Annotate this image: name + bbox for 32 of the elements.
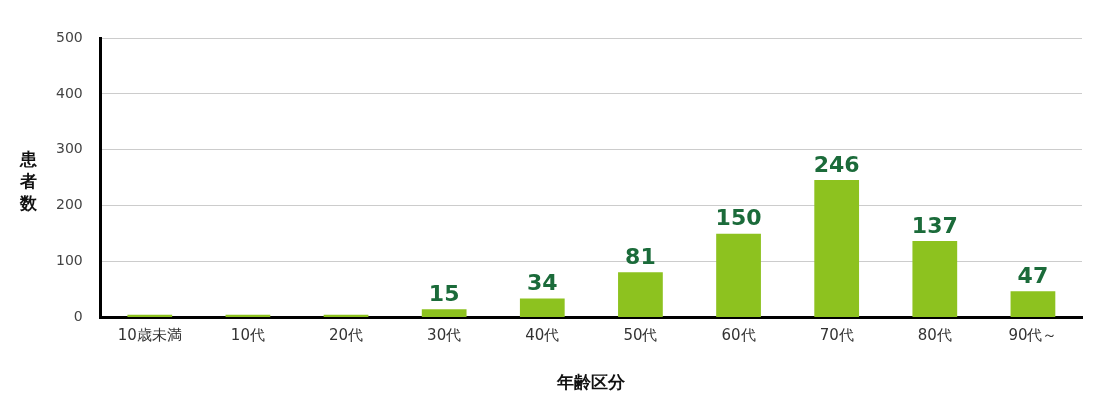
x-tick-label: 10代 (230, 326, 265, 345)
y-tick-label: 500 (55, 28, 83, 45)
y-tick-label: 300 (55, 140, 83, 157)
x-tick-label: 30代 (427, 326, 462, 345)
data-label: 150 (715, 205, 762, 231)
x-axis-title: 年齢区分 (556, 372, 627, 393)
data-label: 47 (1017, 263, 1049, 289)
bar (421, 309, 467, 318)
bar (519, 298, 565, 318)
y-axis-title: 患者数 (20, 148, 38, 214)
bar (814, 180, 860, 318)
y-tick-label: 0 (73, 308, 83, 325)
x-tick-label: 50代 (623, 326, 658, 345)
data-label: 34 (526, 270, 558, 296)
bar (716, 233, 761, 318)
y-tick-label: 400 (55, 84, 83, 101)
y-tick-label: 200 (55, 196, 83, 213)
data-label: 81 (625, 244, 656, 270)
x-tick-label: 40代 (525, 326, 560, 345)
data-label: 15 (428, 280, 460, 306)
data-label: 137 (911, 212, 958, 238)
bar (1010, 291, 1056, 318)
bar (912, 240, 958, 318)
x-tick-label: 10歳未満 (117, 326, 182, 345)
x-tick-label: 60代 (721, 326, 756, 345)
x-tick-label: 80代 (917, 326, 952, 345)
x-tick-label: 90代～ (1008, 326, 1058, 345)
y-tick-label: 100 (55, 252, 83, 269)
x-tick-label: 70代 (819, 326, 854, 345)
data-label: 246 (813, 151, 860, 177)
x-tick-label: 20代 (328, 326, 364, 345)
bar (618, 272, 663, 318)
